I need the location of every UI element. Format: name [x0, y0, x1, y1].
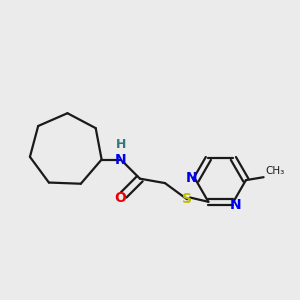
Text: N: N [230, 198, 242, 212]
Text: CH₃: CH₃ [265, 166, 284, 176]
Text: S: S [182, 192, 192, 206]
Text: H: H [116, 138, 126, 151]
Text: O: O [114, 191, 126, 206]
Text: N: N [186, 171, 197, 185]
Text: N: N [115, 152, 127, 167]
